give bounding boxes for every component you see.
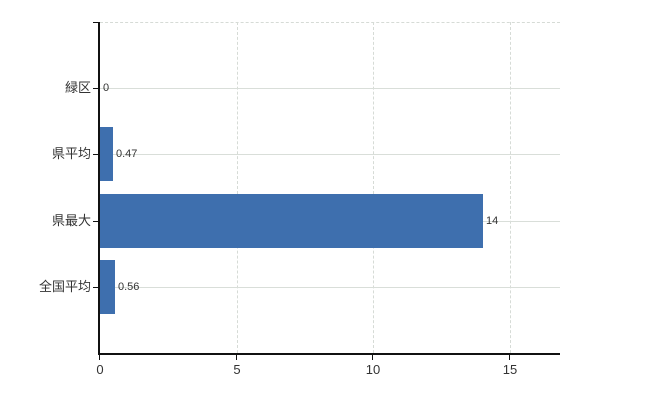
bar-value-label: 0.47 xyxy=(116,148,138,160)
category-label-緑区: 緑区 xyxy=(64,80,91,95)
horizontal-gridline xyxy=(100,88,560,89)
x-tick-mark xyxy=(509,355,510,360)
y-tick-mark xyxy=(93,221,99,222)
vertical-gridline xyxy=(373,22,375,353)
category-label-全国平均: 全国平均 xyxy=(38,279,91,294)
x-tick-label: 15 xyxy=(502,362,518,377)
y-axis-top-tick xyxy=(93,22,99,23)
x-tick-label: 5 xyxy=(233,362,241,377)
plot-top-border xyxy=(100,22,560,23)
x-axis-line xyxy=(98,353,560,355)
bar-value-label: 14 xyxy=(486,215,499,227)
y-tick-mark xyxy=(93,287,99,288)
x-tick-mark xyxy=(236,355,237,360)
x-tick-mark xyxy=(99,355,100,360)
vertical-gridline xyxy=(236,22,238,353)
y-axis-line xyxy=(98,22,100,353)
vertical-gridline xyxy=(509,22,511,353)
category-label-県最大: 県最大 xyxy=(51,213,91,228)
y-tick-mark xyxy=(93,154,99,155)
x-tick-mark xyxy=(372,355,373,360)
y-tick-mark xyxy=(93,88,99,89)
horizontal-gridline xyxy=(100,287,560,288)
bar-県最大 xyxy=(100,194,483,248)
x-tick-label: 0 xyxy=(96,362,104,377)
category-label-県平均: 県平均 xyxy=(51,146,91,161)
bar-value-label: 0.56 xyxy=(118,281,140,293)
horizontal-gridline xyxy=(100,154,560,155)
bar-value-label: 0 xyxy=(103,82,110,94)
bar-県平均 xyxy=(100,127,113,181)
x-tick-label: 10 xyxy=(365,362,381,377)
bar-全国平均 xyxy=(100,260,115,314)
